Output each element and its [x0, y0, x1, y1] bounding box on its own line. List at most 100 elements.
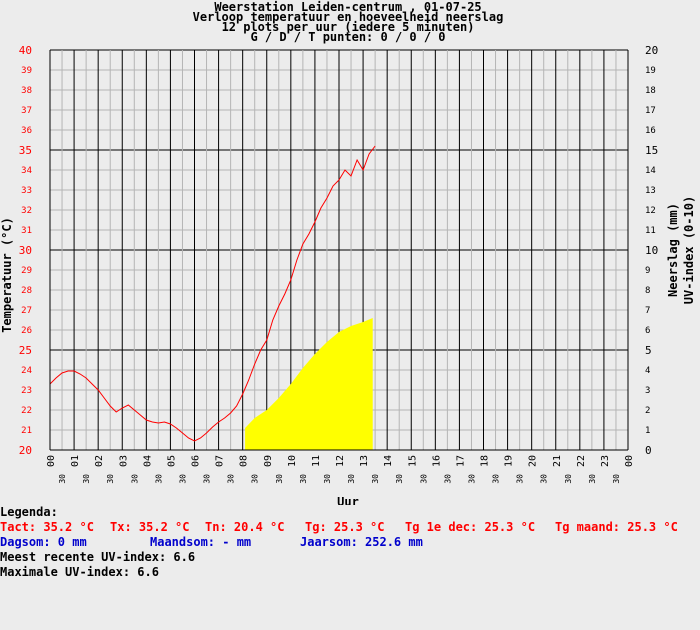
y-axis-label-left: Temperatuur (°C) [0, 217, 14, 333]
legend-tg-maand: Tg maand: 25.3 °C [555, 520, 678, 534]
x-tick-label: 15 [407, 455, 418, 467]
chart-title-points: G / D / T punten: 0 / 0 / 0 [250, 30, 445, 44]
x-tick-label: 00 [624, 455, 635, 467]
y-tick-label-left: 35 [19, 144, 32, 157]
x-half-tick-label: 30 [540, 474, 549, 484]
x-half-tick-label: 30 [154, 474, 163, 484]
y-tick-label-left: 20 [19, 444, 32, 457]
x-half-tick-label: 30 [443, 474, 452, 484]
y-tick-label-right: 13 [645, 186, 656, 196]
y-tick-label-right: 19 [645, 66, 656, 76]
x-half-tick-label: 30 [178, 474, 187, 484]
legend-tn: Tn: 20.4 °C [205, 520, 285, 534]
uv-index-area [245, 318, 373, 450]
x-tick-label: 12 [335, 455, 346, 467]
x-half-tick-label: 30 [492, 474, 501, 484]
x-tick-label: 22 [576, 455, 587, 467]
x-tick-label: 03 [118, 455, 129, 467]
x-tick-label: 00 [46, 455, 57, 467]
y-tick-label-left: 29 [21, 266, 32, 276]
x-tick-label: 10 [287, 455, 298, 467]
y-tick-label-left: 39 [21, 66, 32, 76]
x-half-tick-label: 30 [251, 474, 260, 484]
x-tick-label: 20 [528, 455, 539, 467]
y-tick-label-left: 30 [19, 244, 32, 257]
y-tick-label-right: 15 [645, 144, 658, 157]
legend-uv-recent: Meest recente UV-index: 6.6 [0, 550, 196, 564]
y-tick-label-left: 40 [19, 44, 32, 57]
legend-uv-max: Maximale UV-index: 6.6 [0, 565, 159, 579]
weather-chart: Weerstation Leiden-centrum , 01-07-25 Ve… [0, 0, 696, 505]
y-tick-label-right: 14 [645, 166, 656, 176]
y-tick-label-left: 38 [21, 86, 32, 96]
x-tick-label: 19 [504, 455, 515, 467]
x-tick-label: 16 [431, 455, 442, 467]
y-tick-label-right: 18 [645, 86, 656, 96]
legend-tx: Tx: 35.2 °C [110, 520, 190, 534]
y-tick-label-left: 24 [21, 366, 32, 376]
x-half-tick-label: 30 [612, 474, 621, 484]
x-tick-label: 09 [263, 455, 274, 467]
y-tick-label-right: 5 [645, 344, 652, 357]
x-half-tick-label: 30 [347, 474, 356, 484]
x-half-tick-label: 30 [419, 474, 428, 484]
x-half-tick-label: 30 [203, 474, 212, 484]
y-tick-label-left: 21 [21, 426, 32, 436]
x-half-tick-label: 30 [275, 474, 284, 484]
y-tick-label-left: 27 [21, 306, 32, 316]
y-tick-label-right: 1 [645, 426, 650, 436]
y-tick-label-right: 16 [645, 126, 656, 136]
y-tick-label-right: 3 [645, 386, 650, 396]
y-tick-label-right: 11 [645, 226, 656, 236]
y-tick-label-left: 28 [21, 286, 32, 296]
y-tick-label-left: 36 [21, 126, 32, 136]
x-tick-label: 06 [191, 455, 202, 467]
x-half-tick-label: 30 [588, 474, 597, 484]
y-tick-label-right: 6 [645, 326, 650, 336]
y-tick-label-right: 17 [645, 106, 656, 116]
legend-tact: Tact: 35.2 °C [0, 520, 94, 534]
x-tick-label: 08 [239, 455, 250, 467]
x-half-tick-label: 30 [106, 474, 115, 484]
x-tick-label: 02 [94, 455, 105, 467]
y-tick-label-right: 4 [645, 366, 650, 376]
y-tick-label-right: 0 [645, 444, 652, 457]
y-tick-label-right: 2 [645, 406, 650, 416]
y-tick-label-left: 26 [21, 326, 32, 336]
legend-jaarsom: Jaarsom: 252.6 mm [300, 535, 423, 549]
y-tick-label-left: 31 [21, 226, 32, 236]
y-tick-label-right: 7 [645, 306, 650, 316]
y-tick-label-left: 37 [21, 106, 32, 116]
chart-title-plots: 12 plots per uur (iedere 5 minuten) [222, 20, 475, 34]
y-tick-label-right: 20 [645, 44, 658, 57]
x-tick-label: 18 [480, 455, 491, 467]
chart-title-station: Weerstation Leiden-centrum , 01-07-25 [214, 0, 481, 14]
x-half-tick-label: 30 [58, 474, 67, 484]
x-half-tick-label: 30 [82, 474, 91, 484]
x-tick-label: 21 [552, 455, 563, 467]
y-tick-label-left: 23 [21, 386, 32, 396]
y-tick-label-left: 22 [21, 406, 32, 416]
x-half-tick-label: 30 [564, 474, 573, 484]
x-tick-label: 04 [142, 455, 153, 467]
temperature-line [49, 145, 376, 442]
x-tick-label: 11 [311, 455, 322, 467]
x-half-tick-label: 30 [467, 474, 476, 484]
legend-tg-dec: Tg 1e dec: 25.3 °C [405, 520, 536, 534]
y-tick-label-left: 32 [21, 206, 32, 216]
y-axis-label-uv: UV-index (0-10) [682, 196, 696, 304]
x-tick-label: 05 [166, 455, 177, 467]
legend-tg: Tg: 25.3 °C [305, 520, 385, 534]
x-half-tick-label: 30 [130, 474, 139, 484]
x-tick-label: 23 [600, 455, 611, 467]
x-half-tick-label: 30 [323, 474, 332, 484]
x-half-tick-label: 30 [395, 474, 404, 484]
legend-title: Legenda: [0, 505, 58, 519]
y-axis-label-rain: Neerslag (mm) [666, 203, 680, 297]
legend-dagsom: Dagsom: 0 mm [0, 535, 87, 549]
x-tick-label: 01 [70, 455, 81, 467]
x-tick-label: 13 [359, 455, 370, 467]
y-tick-label-right: 9 [645, 266, 650, 276]
x-half-tick-label: 30 [227, 474, 236, 484]
